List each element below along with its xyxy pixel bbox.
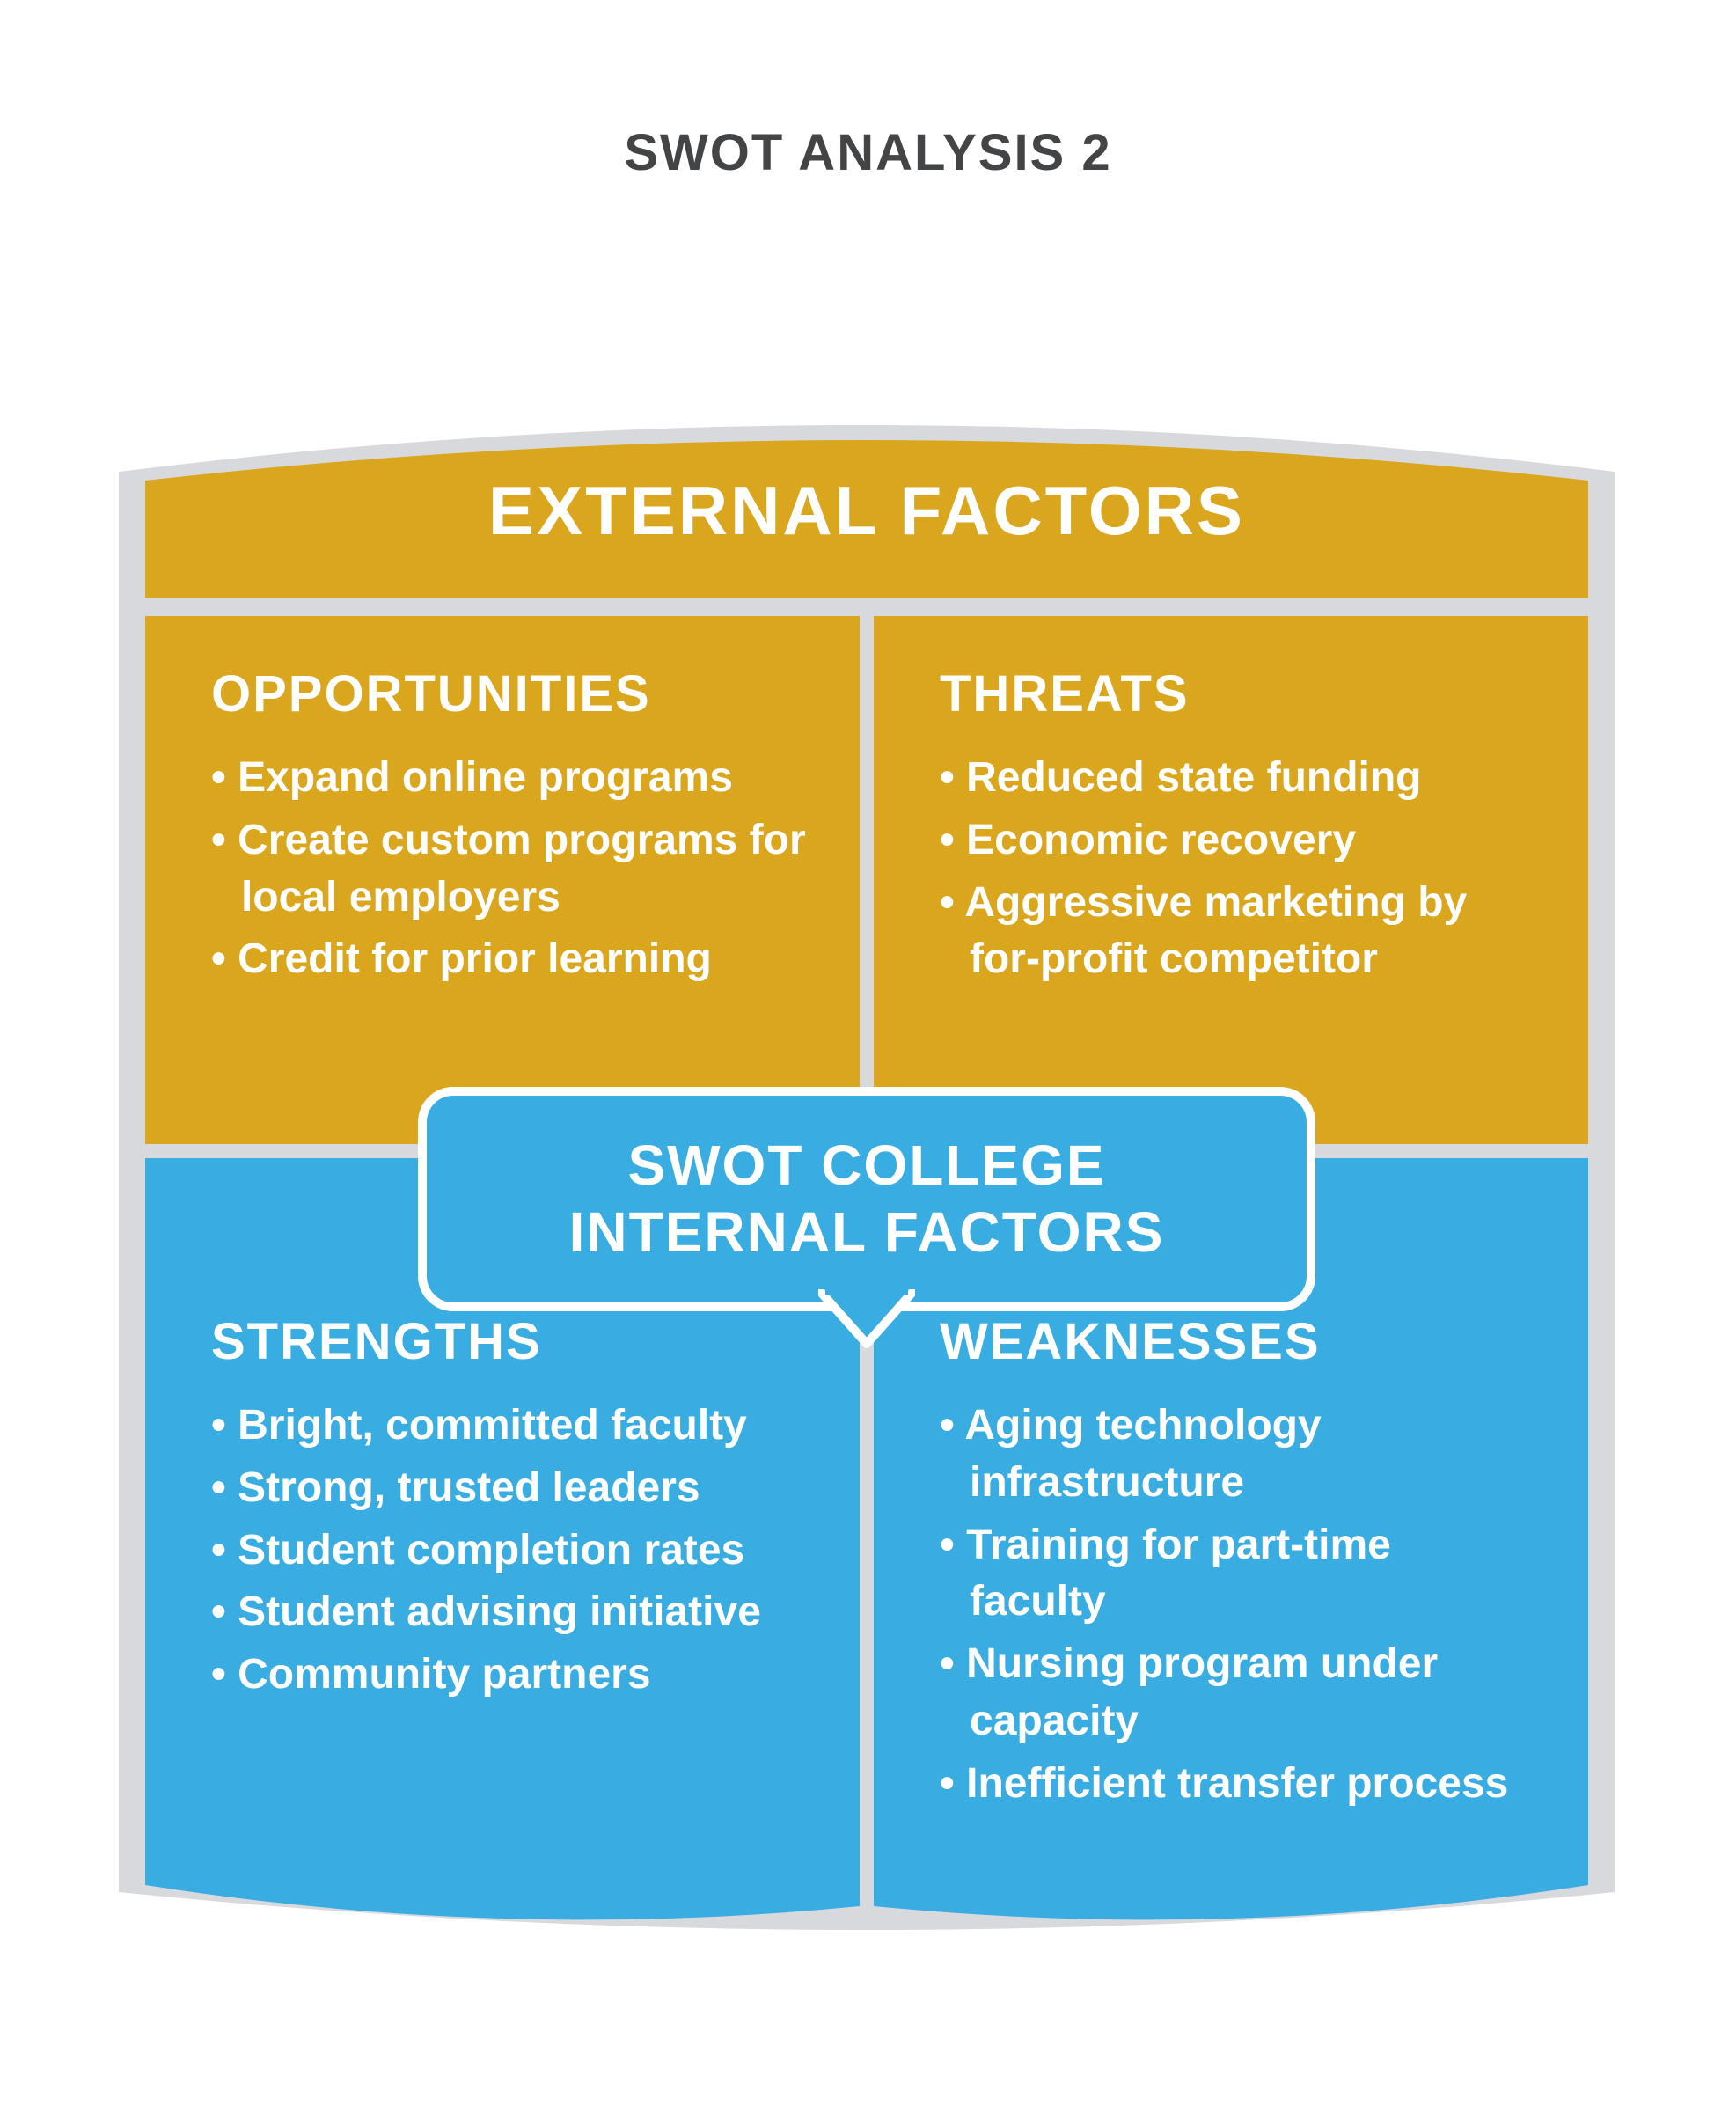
opportunities-cell: OPPORTUNITIES Expand online programs Cre… [145, 616, 860, 1144]
list-item: Economic recovery [940, 812, 1535, 869]
badge-line-1: SWOT COLLEGE [453, 1133, 1280, 1200]
external-factors-label: EXTERNAL FACTORS [488, 471, 1245, 551]
list-item: Student completion rates [211, 1522, 807, 1580]
weaknesses-heading: WEAKNESSES [940, 1312, 1535, 1371]
internal-factors-badge: SWOT COLLEGE INTERNAL FACTORS [418, 1087, 1315, 1311]
list-item: Aggressive marketing by for-profit compe… [940, 875, 1535, 989]
list-item: Aging technology infrastructure [940, 1398, 1535, 1512]
opportunities-list: Expand online programs Create custom pro… [211, 750, 807, 988]
opportunities-heading: OPPORTUNITIES [211, 664, 807, 723]
list-item: Inefficient transfer process [940, 1756, 1535, 1813]
badge-pointer-icon [818, 1289, 915, 1351]
list-item: Reduced state funding [940, 750, 1535, 807]
list-item: Student advising initiative [211, 1584, 807, 1641]
weaknesses-list: Aging technology infrastructure Training… [940, 1398, 1535, 1813]
badge-line-2: INTERNAL FACTORS [453, 1200, 1280, 1266]
list-item: Expand online programs [211, 750, 807, 807]
strengths-list: Bright, committed faculty Strong, truste… [211, 1398, 807, 1704]
list-item: Create custom programs for local employe… [211, 812, 807, 927]
threats-heading: THREATS [940, 664, 1535, 723]
list-item: Training for part-time faculty [940, 1517, 1535, 1632]
list-item: Bright, committed faculty [211, 1398, 807, 1455]
strengths-heading: STRENGTHS [211, 1312, 807, 1371]
page-title: SWOT ANALYSIS 2 [0, 0, 1736, 182]
threats-cell: THREATS Reduced state funding Economic r… [874, 616, 1588, 1144]
list-item: Credit for prior learning [211, 931, 807, 988]
external-factors-band: EXTERNAL FACTORS [145, 422, 1588, 598]
list-item: Strong, trusted leaders [211, 1460, 807, 1517]
list-item: Nursing program under capacity [940, 1636, 1535, 1750]
threats-list: Reduced state funding Economic recovery … [940, 750, 1535, 988]
list-item: Community partners [211, 1647, 807, 1704]
swot-diagram: EXTERNAL FACTORS OPPORTUNITIES Expand on… [119, 396, 1615, 1945]
